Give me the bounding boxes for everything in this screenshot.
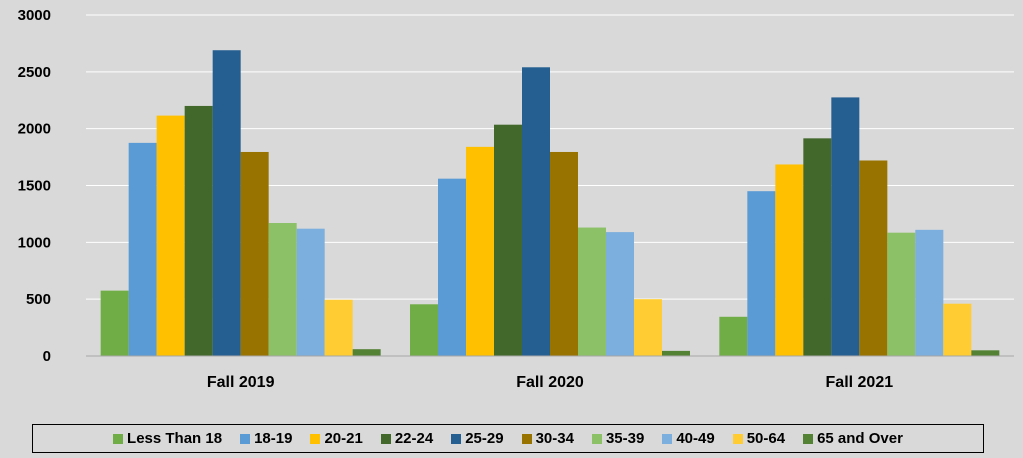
legend-item: 20-21 xyxy=(310,430,363,447)
bar-30-34-fall-2021 xyxy=(859,160,888,356)
bar-less-than-18-fall-2019 xyxy=(100,290,129,356)
legend-item: 18-19 xyxy=(240,430,292,447)
y-tick-label: 0 xyxy=(43,348,51,365)
legend-swatch xyxy=(240,433,251,444)
bar-35-39-fall-2020 xyxy=(578,227,606,356)
legend-swatch xyxy=(591,433,602,444)
bar-65-and-over-fall-2021 xyxy=(971,350,1000,356)
bar-less-than-18-fall-2020 xyxy=(410,304,438,356)
legend-label: 65 and Over xyxy=(817,430,903,447)
bars xyxy=(100,50,1000,357)
bar-40-49-fall-2019 xyxy=(296,228,325,356)
legend-label: Less Than 18 xyxy=(127,430,223,447)
y-tick-label: 2500 xyxy=(18,64,51,81)
bar-20-21-fall-2021 xyxy=(775,164,804,356)
legend-label: 20-21 xyxy=(324,430,363,447)
legend-label: 18-19 xyxy=(254,430,293,447)
legend-label: 30-34 xyxy=(535,430,574,447)
legend-label: 25-29 xyxy=(465,430,504,447)
legend-item: 25-29 xyxy=(451,430,504,447)
legend-label: 40-49 xyxy=(676,430,715,447)
bar-22-24-fall-2019 xyxy=(184,105,213,356)
legend-swatch xyxy=(451,433,462,444)
legend-swatch xyxy=(113,433,124,444)
legend-swatch xyxy=(310,433,321,444)
legend-item: 35-39 xyxy=(591,430,645,447)
y-tick-label: 1000 xyxy=(18,234,51,251)
bar-50-64-fall-2021 xyxy=(943,303,972,356)
bar-40-49-fall-2020 xyxy=(606,232,634,356)
legend: Less Than 18 18-19 20-21 22-24 25-29 30-34 35-… xyxy=(32,424,984,453)
x-category-label: Fall 2019 xyxy=(207,374,275,391)
y-tick-label: 3000 xyxy=(18,7,51,24)
legend-swatch xyxy=(732,433,743,444)
bar-22-24-fall-2020 xyxy=(494,124,522,357)
bar-35-39-fall-2021 xyxy=(887,232,916,356)
legend-swatch xyxy=(380,433,391,444)
bar-65-and-over-fall-2020 xyxy=(662,350,690,356)
bar-20-21-fall-2020 xyxy=(466,146,494,356)
legend-label: 35-39 xyxy=(605,430,645,447)
bar-18-19-fall-2019 xyxy=(128,142,157,356)
legend-item: 40-49 xyxy=(662,430,715,447)
bar-25-29-fall-2021 xyxy=(831,97,860,357)
legend-item: 65 and Over xyxy=(803,430,903,447)
y-tick-label: 1500 xyxy=(18,178,51,195)
legend-swatch xyxy=(803,433,814,444)
bar-25-29-fall-2019 xyxy=(212,50,241,357)
legend-item: Less Than 18 xyxy=(113,430,222,447)
x-category-label: Fall 2020 xyxy=(516,374,584,391)
bar-50-64-fall-2020 xyxy=(634,299,662,356)
bar-35-39-fall-2019 xyxy=(268,223,297,356)
bar-25-29-fall-2020 xyxy=(522,67,550,356)
legend-item: 22-24 xyxy=(380,430,434,447)
legend-swatch xyxy=(662,433,673,444)
legend-swatch xyxy=(521,433,532,444)
bar-18-19-fall-2021 xyxy=(747,191,776,356)
bar-50-64-fall-2019 xyxy=(324,299,353,356)
bar-30-34-fall-2020 xyxy=(550,151,578,356)
bar-65-and-over-fall-2019 xyxy=(352,349,381,356)
legend-item: 30-34 xyxy=(521,430,574,447)
bar-18-19-fall-2020 xyxy=(438,178,466,356)
x-axis-categories: Fall 2019 Fall 2020 Fall 2021 xyxy=(207,374,893,391)
bar-22-24-fall-2021 xyxy=(803,138,832,356)
y-axis-ticks: 0 500 1000 1500 2000 2500 3000 xyxy=(18,7,51,365)
legend-item: 50-64 xyxy=(732,430,786,447)
y-tick-label: 500 xyxy=(26,291,51,308)
y-tick-label: 2000 xyxy=(18,121,51,138)
x-category-label: Fall 2021 xyxy=(826,374,894,391)
bar-30-34-fall-2019 xyxy=(240,151,269,356)
bar-20-21-fall-2019 xyxy=(156,115,185,356)
legend-label: 50-64 xyxy=(746,430,786,447)
legend-label: 22-24 xyxy=(394,430,434,447)
bar-40-49-fall-2021 xyxy=(915,229,944,356)
bar-less-than-18-fall-2021 xyxy=(719,316,748,356)
